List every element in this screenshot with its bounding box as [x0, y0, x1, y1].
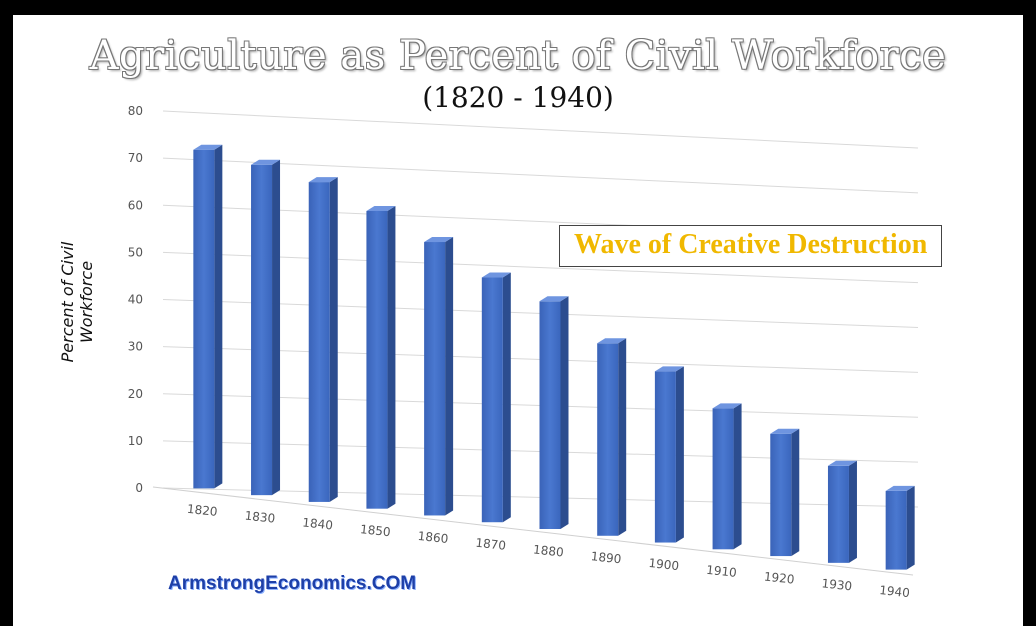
bar-side — [329, 177, 338, 502]
bar-1880 — [539, 296, 569, 529]
bar-side — [560, 296, 569, 529]
y-tick-label: 0 — [135, 481, 143, 495]
x-tick-label: 1900 — [648, 556, 680, 573]
bar-side — [848, 460, 857, 563]
bar-side — [791, 428, 800, 557]
annotation-box: Wave of Creative Destruction — [559, 225, 943, 267]
bar-1850 — [366, 205, 396, 509]
bar-top — [654, 366, 684, 372]
y-tick-label: 70 — [128, 151, 143, 165]
bar-top — [481, 272, 511, 278]
bar-front — [770, 433, 792, 557]
bar-front — [424, 242, 446, 516]
x-tick-label: 1840 — [302, 515, 334, 532]
bar-side — [675, 366, 684, 543]
bar-front — [597, 343, 619, 536]
y-axis-ticks: 0 10 20 30 40 50 60 70 80 — [128, 104, 143, 495]
bar-top — [770, 428, 800, 434]
bars — [193, 144, 915, 570]
bar-front — [654, 371, 676, 543]
bar-front — [481, 277, 503, 523]
bar-side — [445, 237, 454, 516]
bar-top — [251, 159, 281, 165]
bar-front — [251, 164, 273, 496]
bar-1820 — [193, 144, 223, 489]
y-tick-label: 30 — [128, 340, 143, 354]
y-tick-label: 40 — [128, 293, 143, 307]
bar-side — [214, 144, 223, 489]
chart-frame: 0 10 20 30 40 50 60 70 80 1820 1830 1840 1850 1860 18… — [13, 15, 1023, 626]
bar-top — [308, 177, 338, 183]
bar-top — [193, 144, 223, 150]
x-tick-label: 1830 — [244, 509, 276, 526]
y-tick-label: 20 — [128, 387, 143, 401]
watermark: ArmstrongEconomics.COM — [168, 573, 417, 594]
bar-side — [906, 485, 915, 570]
bar-1840 — [308, 177, 338, 502]
bar-top — [827, 460, 857, 466]
bar-front — [308, 182, 330, 502]
gridline — [162, 251, 919, 284]
y-tick-label: 50 — [128, 245, 143, 259]
bar-top — [424, 237, 454, 243]
x-tick-label: 1870 — [475, 536, 507, 553]
bar-side — [387, 205, 396, 509]
bar-top — [539, 296, 569, 302]
x-tick-label: 1860 — [417, 529, 449, 546]
bar-side — [618, 338, 627, 536]
bar-front — [712, 408, 734, 550]
x-axis-ticks: 1820 1830 1840 1850 1860 1870 1880 1890 1900 1910… — [186, 502, 910, 600]
x-tick-label: 1910 — [706, 563, 738, 580]
bar-front — [193, 149, 215, 489]
x-tick-label: 1920 — [763, 570, 795, 587]
bar-1870 — [481, 272, 511, 523]
bar-1940 — [885, 485, 915, 570]
bar-front — [885, 490, 907, 570]
bar-1860 — [424, 237, 454, 516]
y-tick-label: 10 — [128, 434, 143, 448]
y-axis-label: Percent of Civil Workforce — [58, 241, 96, 363]
bar-front — [366, 210, 388, 509]
bar-1910 — [712, 403, 742, 550]
bar-front — [827, 465, 849, 563]
bar-1930 — [827, 460, 857, 563]
x-tick-label: 1930 — [821, 576, 853, 593]
x-tick-label: 1850 — [359, 522, 391, 539]
bar-1830 — [251, 159, 281, 496]
chart-subtitle: (1820 - 1940) — [422, 81, 614, 114]
bar-top — [712, 403, 742, 409]
bar-1890 — [597, 338, 627, 536]
x-tick-label: 1940 — [879, 583, 911, 600]
x-tick-label: 1880 — [532, 542, 564, 559]
x-axis-line — [152, 486, 914, 576]
gridline — [162, 110, 919, 149]
bar-side — [502, 272, 511, 523]
y-tick-label: 80 — [128, 104, 143, 118]
bar-front — [539, 301, 561, 529]
bar-side — [733, 403, 742, 550]
bar-top — [366, 205, 396, 211]
x-tick-label: 1890 — [590, 549, 622, 566]
y-tick-label: 60 — [128, 198, 143, 212]
bar-1920 — [770, 428, 800, 557]
bar-top — [597, 338, 627, 344]
gridline — [162, 157, 919, 194]
x-tick-label: 1820 — [186, 502, 218, 519]
bar-side — [272, 159, 281, 496]
bar-top — [885, 485, 915, 491]
chart-title: Agriculture as Percent of Civil Workforc… — [89, 33, 947, 79]
bar-1900 — [654, 366, 684, 543]
